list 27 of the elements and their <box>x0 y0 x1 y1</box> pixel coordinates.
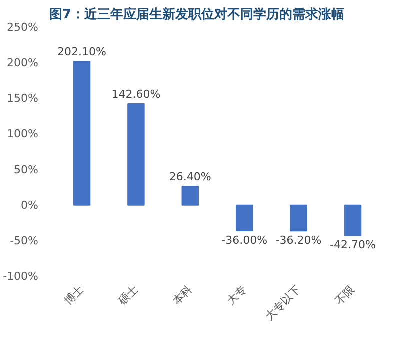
y-tick-label: 100% <box>7 128 39 141</box>
x-tick-label: 硕士 <box>115 282 141 308</box>
bar <box>182 186 200 206</box>
data-label: -36.20% <box>276 234 322 248</box>
data-label: 142.60% <box>112 88 161 101</box>
y-tick-label: -100% <box>3 270 39 283</box>
y-tick-label: 50% <box>14 163 39 176</box>
x-tick-label: 博士 <box>62 282 87 308</box>
chart-title: 图7：近三年应届生新发职位对不同学历的需求涨幅 <box>50 6 345 22</box>
bar <box>73 61 91 206</box>
bar <box>290 204 308 232</box>
x-tick-label: 大专 <box>224 282 250 308</box>
bar <box>344 204 362 236</box>
data-label: 202.10% <box>58 46 106 59</box>
y-tick-label: 200% <box>7 56 39 70</box>
bar <box>236 204 254 232</box>
x-tick-label: 不限 <box>332 282 358 308</box>
bar <box>128 103 145 206</box>
x-tick-label: 本科 <box>170 282 195 308</box>
data-label: -36.00% <box>222 234 268 247</box>
y-tick-label: 150% <box>7 92 39 106</box>
y-tick-label: 250% <box>7 21 39 34</box>
data-label: -42.70% <box>330 238 376 252</box>
data-label: 26.40% <box>169 170 212 184</box>
y-tick-label: -50% <box>10 234 39 248</box>
y-tick-label: 0% <box>21 198 38 212</box>
x-tick-label: 大专以下 <box>263 282 304 324</box>
